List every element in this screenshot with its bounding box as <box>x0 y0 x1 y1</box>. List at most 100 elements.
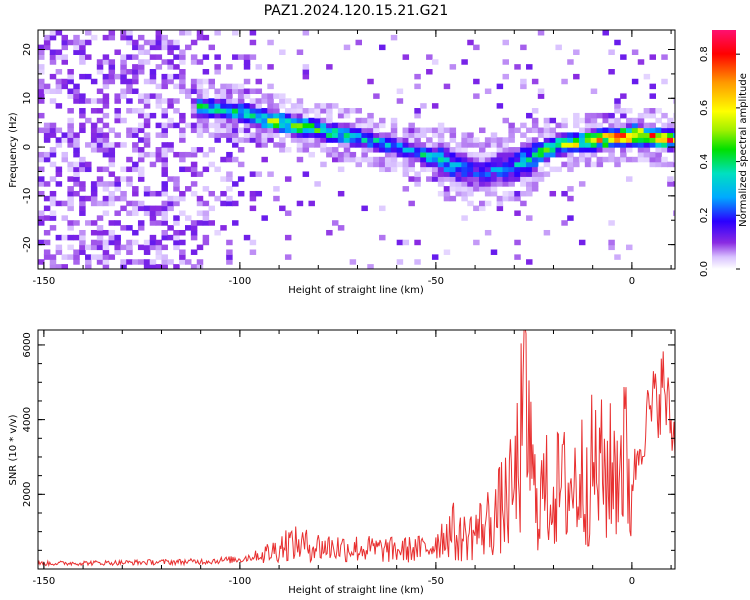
heatmap-cell <box>196 112 204 119</box>
heatmap-cell <box>273 132 280 138</box>
heatmap-cell <box>437 190 445 197</box>
heatmap-cell <box>537 156 545 163</box>
heatmap-cell <box>390 122 398 129</box>
heatmap-cell <box>267 127 274 134</box>
heatmap-cell <box>237 190 245 197</box>
heatmap-cell <box>208 190 215 197</box>
heatmap-cell <box>226 83 233 90</box>
heatmap-cell <box>173 195 180 202</box>
heatmap-cell <box>637 117 645 124</box>
heatmap-cell <box>155 210 163 216</box>
heatmap-cell <box>137 64 145 70</box>
heatmap-cell <box>302 64 310 70</box>
heatmap-cell <box>449 127 457 134</box>
heatmap-cell <box>126 244 133 251</box>
heatmap-cell <box>537 147 545 153</box>
heatmap-cell <box>90 98 98 104</box>
heatmap-cell <box>608 142 615 148</box>
heatmap-cell <box>537 142 545 148</box>
spectrogram-ytick-label: -10 <box>22 188 33 204</box>
heatmap-cell <box>349 127 357 134</box>
heatmap-cell <box>631 156 639 163</box>
heatmap-cell <box>226 200 233 207</box>
heatmap-cell <box>408 132 415 138</box>
heatmap-cell <box>149 69 157 75</box>
heatmap-cell <box>555 122 562 129</box>
heatmap-cell <box>232 108 239 114</box>
heatmap-cell <box>114 186 121 192</box>
heatmap-cell <box>208 220 215 226</box>
heatmap-cell <box>508 176 515 182</box>
heatmap-cell <box>514 254 521 260</box>
heatmap-cell <box>267 171 274 177</box>
heatmap-cell <box>637 112 645 119</box>
heatmap-cell <box>426 137 433 143</box>
heatmap-cell <box>226 112 233 119</box>
heatmap-cell <box>426 161 433 168</box>
heatmap-cell <box>108 220 116 226</box>
heatmap-cell <box>190 39 198 46</box>
heatmap-cell <box>196 264 204 269</box>
heatmap-cell <box>508 147 515 153</box>
heatmap-cell <box>531 176 539 182</box>
heatmap-cell <box>602 132 609 138</box>
snr-y-label: SNR (10 * v/v) <box>8 414 19 485</box>
heatmap-cell <box>596 112 604 119</box>
heatmap-cell <box>90 195 98 202</box>
heatmap-cell <box>390 147 398 153</box>
heatmap-cell <box>67 220 74 226</box>
heatmap-cell <box>108 59 116 65</box>
heatmap-cell <box>179 166 186 173</box>
heatmap-cell <box>49 176 57 182</box>
heatmap-cell <box>284 234 292 241</box>
heatmap-cell <box>161 147 168 153</box>
heatmap-cell <box>190 264 198 269</box>
heatmap-cell <box>232 88 239 95</box>
heatmap-cell <box>220 93 227 99</box>
heatmap-cell <box>249 98 257 104</box>
heatmap-cell <box>578 239 586 246</box>
heatmap-cell <box>396 259 404 265</box>
heatmap-cell <box>102 59 110 65</box>
heatmap-cell <box>373 137 380 143</box>
heatmap-cell <box>467 151 474 158</box>
heatmap-cell <box>179 259 186 265</box>
heatmap-cell <box>484 200 492 207</box>
heatmap-cell <box>484 151 492 158</box>
heatmap-cell <box>96 181 104 187</box>
heatmap-cell <box>420 127 427 134</box>
heatmap-cell <box>437 127 445 134</box>
colorbar-tick-label: 0.6 <box>699 100 710 116</box>
heatmap-cell <box>479 147 486 153</box>
heatmap-cell <box>114 73 121 80</box>
heatmap-cell <box>149 239 157 246</box>
heatmap-cell <box>302 147 310 153</box>
heatmap-cell <box>114 98 121 104</box>
heatmap-cell <box>226 132 233 138</box>
heatmap-cell <box>96 127 104 134</box>
heatmap-cell <box>179 239 186 246</box>
heatmap-cell <box>661 142 668 148</box>
heatmap-cell <box>296 49 304 55</box>
heatmap-cell <box>655 127 662 134</box>
heatmap-cell <box>149 73 157 80</box>
heatmap-cell <box>567 161 574 168</box>
heatmap-cell <box>649 151 656 158</box>
heatmap-cell <box>67 93 74 99</box>
heatmap-cell <box>361 151 368 158</box>
heatmap-cell <box>467 186 474 192</box>
heatmap-cell <box>543 161 551 168</box>
heatmap-cell <box>167 200 174 207</box>
heatmap-cell <box>584 161 592 168</box>
heatmap-cell <box>279 103 286 109</box>
heatmap-cell <box>120 205 127 212</box>
heatmap-cell <box>614 98 621 104</box>
heatmap-cell <box>520 151 527 158</box>
heatmap-cell <box>455 156 462 163</box>
heatmap-cell <box>637 151 645 158</box>
heatmap-cell <box>155 147 163 153</box>
heatmap-cell <box>414 147 421 153</box>
heatmap-cell <box>220 98 227 104</box>
heatmap-cell <box>526 215 533 221</box>
heatmap-cell <box>155 122 163 129</box>
